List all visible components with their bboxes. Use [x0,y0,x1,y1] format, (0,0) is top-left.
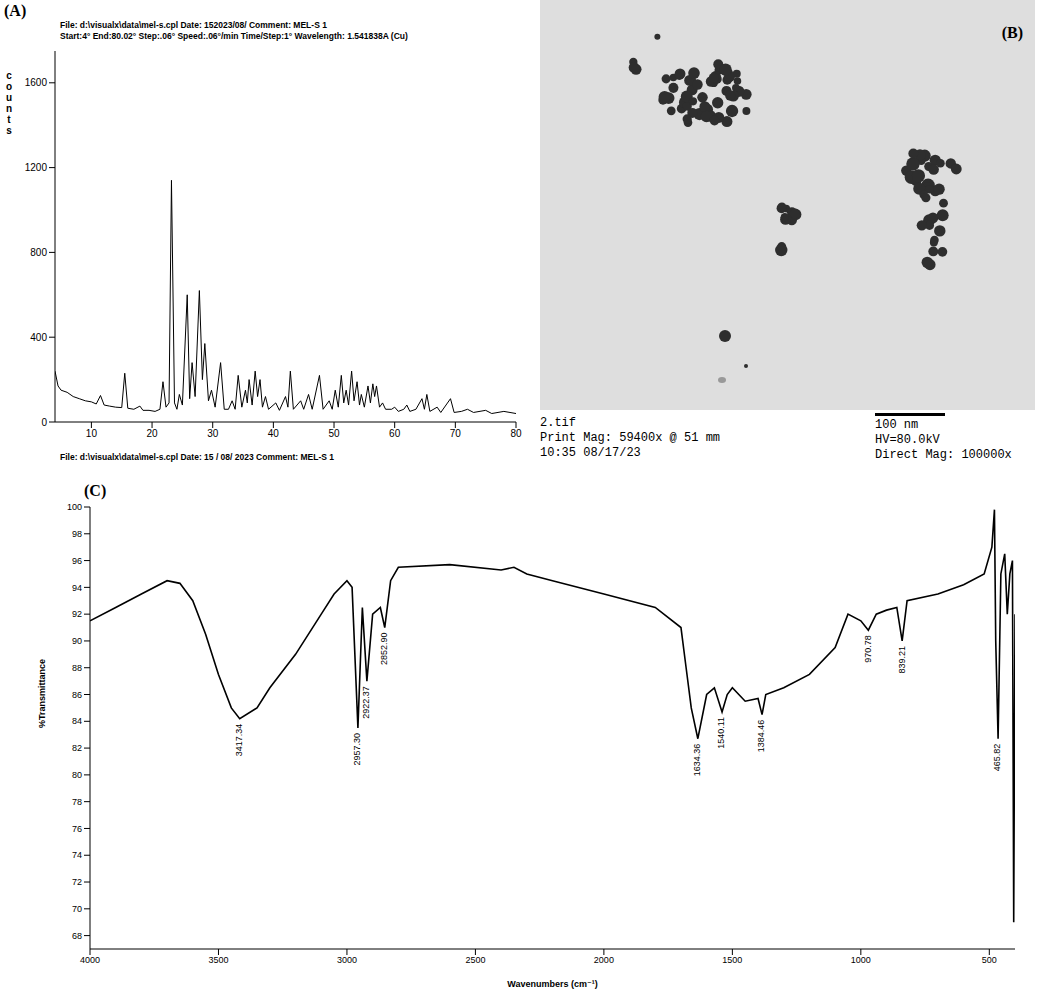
svg-text:10: 10 [86,428,98,439]
svg-text:3000: 3000 [337,955,357,965]
html-text:u: u [5,92,12,103]
html-text:o: o [5,81,12,92]
svg-text:3500: 3500 [208,955,228,965]
svg-text:4000: 4000 [80,955,100,965]
html-text:File: d:\visualx\data\mel-s.cp: File: d:\visualx\data\mel-s.cpl Date: 15… [60,20,327,30]
svg-text:92: 92 [72,609,82,619]
html-text:2.tif: 2.tif [540,416,576,430]
svg-text:90: 90 [72,636,82,646]
svg-text:1634.36: 1634.36 [692,744,702,777]
svg-text:82: 82 [72,743,82,753]
html-text:Direct Mag: 100000x: Direct Mag: 100000x [875,448,1012,462]
svg-text:60: 60 [389,428,401,439]
svg-text:%Transmittance: %Transmittance [37,659,47,728]
html-text:HV=80.0kV: HV=80.0kV [875,433,940,447]
svg-text:2000: 2000 [594,955,614,965]
html-text:s: s [6,125,12,136]
svg-text:80: 80 [510,428,522,439]
svg-text:30: 30 [207,428,219,439]
svg-text:80: 80 [72,770,82,780]
svg-text:20: 20 [146,428,158,439]
svg-text:Wavenumbers (cm⁻¹): Wavenumbers (cm⁻¹) [507,979,597,989]
svg-text:2957.30: 2957.30 [352,733,362,766]
svg-text:400: 400 [30,332,47,343]
svg-text:100: 100 [67,502,82,512]
svg-text:1540.11: 1540.11 [716,717,726,749]
svg-text:86: 86 [72,690,82,700]
svg-text:0: 0 [41,417,47,428]
svg-text:68: 68 [72,931,82,941]
svg-text:2922.37: 2922.37 [361,686,371,719]
svg-text:1500: 1500 [722,955,742,965]
svg-text:800: 800 [30,247,47,258]
html-text:File: d:\visualx\data\mel-s.cp: File: d:\visualx\data\mel-s.cpl Date: 15… [60,452,334,462]
svg-text:88: 88 [72,663,82,673]
svg-text:970.78: 970.78 [863,635,873,663]
svg-text:(B): (B) [1002,24,1023,42]
svg-text:465.82: 465.82 [992,744,1002,772]
svg-text:50: 50 [328,428,340,439]
svg-text:84: 84 [72,716,82,726]
html-text:c: c [6,70,12,81]
html-text:t: t [7,114,11,125]
svg-text:1000: 1000 [851,955,871,965]
svg-text:1600: 1600 [25,77,48,88]
html-text:(A): (A) [4,2,27,19]
svg-text:96: 96 [72,556,82,566]
svg-text:94: 94 [72,583,82,593]
svg-text:1384.46: 1384.46 [756,720,766,753]
svg-text:3417.34: 3417.34 [234,724,244,757]
html-text:(C): (C) [84,482,107,499]
html-text:n: n [5,103,12,114]
svg-text:72: 72 [72,877,82,887]
svg-text:1200: 1200 [25,162,48,173]
html-text:10:35 08/17/23: 10:35 08/17/23 [540,446,641,460]
svg-text:2500: 2500 [465,955,485,965]
html-text:100 nm: 100 nm [875,418,919,432]
svg-text:500: 500 [982,955,997,965]
svg-text:2852.90: 2852.90 [379,633,389,666]
svg-text:70: 70 [450,428,462,439]
svg-text:76: 76 [72,824,82,834]
svg-text:78: 78 [72,797,82,807]
svg-text:70: 70 [72,904,82,914]
svg-text:74: 74 [72,850,82,860]
html-text:Start:4° End:80.02° Step:.06°: Start:4° End:80.02° Step:.06° Speed:.06°… [60,31,408,41]
svg-text:40: 40 [268,428,280,439]
html-text:Print Mag: 59400x @ 51 mm: Print Mag: 59400x @ 51 mm [540,431,720,445]
svg-text:98: 98 [72,529,82,539]
svg-text:839.21: 839.21 [897,646,907,674]
